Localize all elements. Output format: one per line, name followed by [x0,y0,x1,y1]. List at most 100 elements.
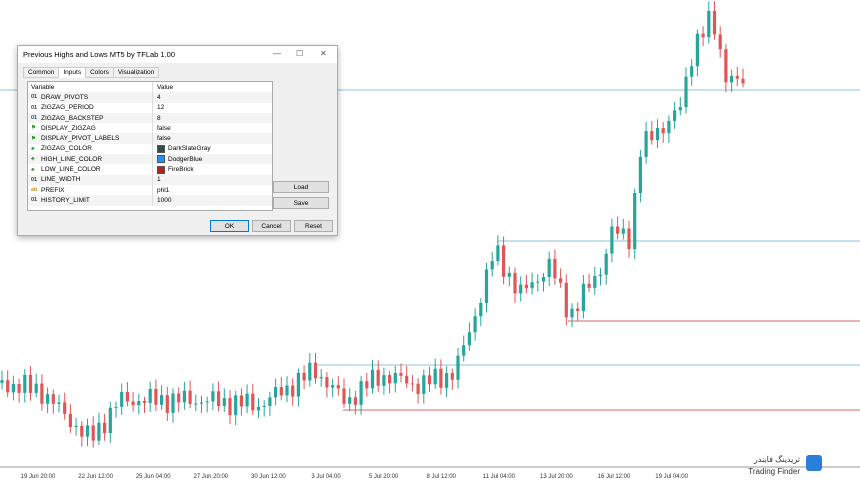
candle-body [125,391,129,402]
candle-body [154,388,158,405]
variable-cell: ab PREFIX [28,184,153,196]
candle-body [319,377,323,379]
tab[interactable]: Common [23,67,60,78]
value: false [157,135,171,143]
side-button[interactable]: Load [273,181,329,193]
candle-body [137,401,141,406]
table-row[interactable]: 01 ZIGZAG_PERIOD 12 [28,102,272,113]
candle-body [205,401,209,403]
tab[interactable]: Visualization [112,67,160,78]
x-label: 16 Jul 12:00 [598,474,631,480]
candle-body [690,66,694,77]
candle-body [410,383,414,385]
variable: DISPLAY_ZIGZAG [41,124,96,132]
candle-body [103,422,107,434]
candle-body [450,373,454,380]
candle-body [433,368,437,385]
candle-body [445,373,449,388]
candle-body [40,383,44,404]
variable: LOW_LINE_COLOR [41,166,101,174]
candle-body [650,131,654,141]
value-cell: phl1 [153,187,169,194]
candle-body [541,276,546,282]
candle-body [427,375,432,385]
type-icon: ♣ [31,145,35,152]
value: 1 [157,176,161,184]
table-row[interactable]: 01 LINE_WIDTH 1 [28,174,272,185]
variable-cell: ♣ ZIGZAG_COLOR [28,143,153,155]
candle-body [285,385,289,396]
table-row[interactable]: ⚑ DISPLAY_ZIGZAG false [28,123,272,134]
candle-body [473,316,477,333]
type-icon: ♣ [31,156,35,163]
candle-body [644,131,648,157]
table-row[interactable]: ♣ HIGH_LINE_COLOR DodgerBlue [28,154,272,165]
close[interactable]: ✕ [320,49,327,58]
candle-body [416,383,420,394]
candle-body [576,308,580,311]
table-row[interactable]: 01 ZIGZAG_BACKSTEP 8 [28,112,272,124]
candle-body [114,406,118,408]
candle-body [296,372,300,397]
tab[interactable]: Colors [85,67,114,78]
variable-cell: 01 HISTORY_LIMIT [28,195,153,206]
candle-body [507,272,511,277]
table-row[interactable]: ab PREFIX phl1 [28,184,272,196]
candle-body [587,283,591,288]
candle-body [23,374,27,393]
candle-body [376,369,380,386]
side-button[interactable]: Save [273,197,329,209]
candle-body [63,402,67,414]
candle-body [502,245,506,277]
variable-cell: ⚑ DISPLAY_PIVOT_LABELS [28,133,153,144]
variable: HIGH_LINE_COLOR [41,155,103,163]
button[interactable]: OK [210,220,249,232]
candle-body [610,226,614,254]
candle-body [684,76,688,108]
logo-fa: تریدینگ فایندر [753,454,800,464]
table-row[interactable]: 01 HISTORY_LIMIT 1000 [28,195,272,206]
candle-body [547,258,551,277]
candle-body [667,120,671,134]
table-row[interactable]: ♣ ZIGZAG_COLOR DarkSlateGray [28,143,272,155]
candle-body [34,383,38,393]
table-row[interactable]: ♣ LOW_LINE_COLOR FireBrick [28,164,272,175]
button[interactable]: Reset [294,220,333,232]
button[interactable]: Cancel [252,220,291,232]
candle-body [564,282,568,318]
x-label: 5 Jul 20:00 [369,474,399,480]
candle-body [559,278,563,283]
value: DodgerBlue [168,155,203,163]
value-cell: 4 [153,94,161,101]
candle-body [291,385,295,397]
table-row[interactable]: ⚑ DISPLAY_PIVOT_LABELS false [28,133,272,144]
dialog-title: Previous Highs and Lows MT5 by TFLab 1.0… [23,50,176,59]
candle-body [108,407,112,434]
candle-body [68,413,72,428]
candle-body [279,387,283,396]
maximize[interactable]: ☐ [296,49,304,58]
variable-cell: 01 ZIGZAG_BACKSTEP [28,112,153,124]
table-row[interactable]: 01 DRAW_PIVOTS 4 [28,92,272,103]
candle-body [165,395,169,413]
type-icon: 01 [31,94,38,101]
variable-cell: ♣ LOW_LINE_COLOR [28,164,153,175]
minimize[interactable]: — [273,49,281,58]
candle-body [11,384,15,393]
x-label: 25 Jun 04:00 [136,474,171,480]
candle-body [256,406,261,411]
candle-body [655,127,660,141]
candle-body [234,395,238,416]
value: DarkSlateGray [168,145,211,153]
candle-body [513,272,517,294]
candle-body [222,398,226,406]
candle-body [519,284,523,294]
variable-cell: 01 LINE_WIDTH [28,174,153,185]
candle-body [211,391,215,402]
candle-body [439,368,443,388]
variable: HISTORY_LIMIT [41,196,90,204]
header-cell: Variable [28,82,153,93]
candle-body [142,401,147,403]
tab[interactable]: Inputs [58,67,87,78]
